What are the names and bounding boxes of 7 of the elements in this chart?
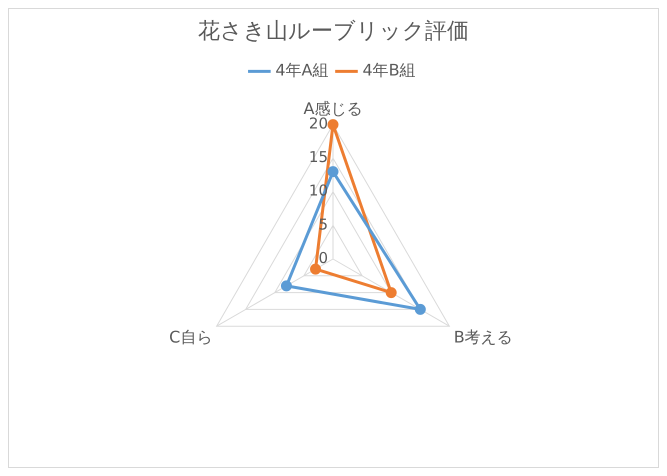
chart-title: 花さき山ルーブリック評価 bbox=[198, 18, 469, 44]
legend-label: 4年A組 bbox=[275, 60, 328, 80]
spoke-label: B考える bbox=[454, 327, 513, 346]
y-tick-label: 0 bbox=[318, 248, 328, 267]
y-tick-label: 15 bbox=[308, 148, 328, 166]
legend-label: 4年B組 bbox=[362, 60, 416, 80]
spoke-label: C自ら bbox=[169, 327, 212, 346]
